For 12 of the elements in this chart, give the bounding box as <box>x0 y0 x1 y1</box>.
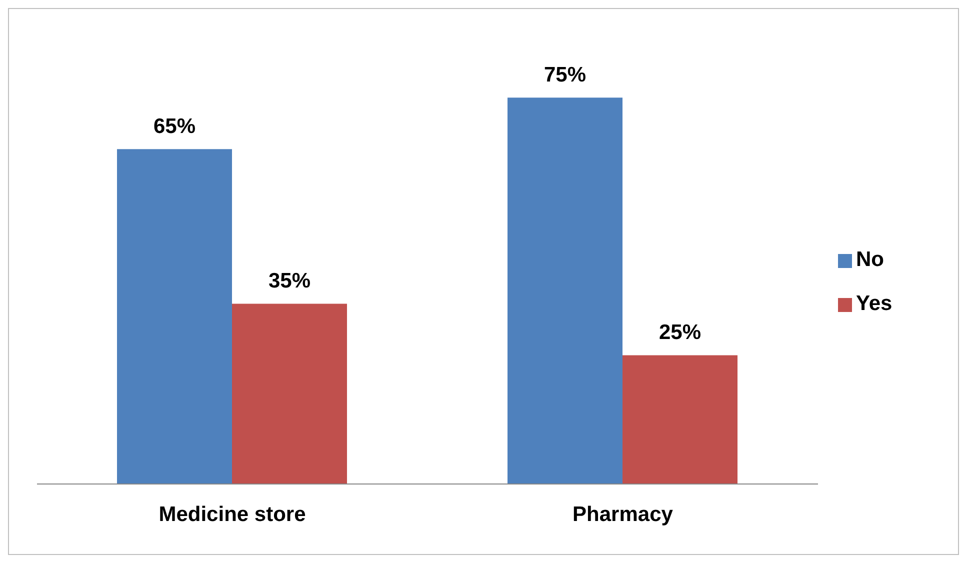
x-tick-label: Pharmacy <box>572 502 674 526</box>
bar <box>232 304 347 484</box>
legend-label: Yes <box>856 292 892 314</box>
bar <box>622 355 738 484</box>
data-label: 75% <box>544 64 586 87</box>
legend-label: No <box>856 248 884 270</box>
data-label: 65% <box>153 115 196 138</box>
bar <box>117 149 232 484</box>
bar <box>508 98 622 484</box>
data-label: 25% <box>658 321 702 344</box>
x-tick-label: Medicine store <box>158 502 306 526</box>
data-label: 35% <box>268 270 311 293</box>
